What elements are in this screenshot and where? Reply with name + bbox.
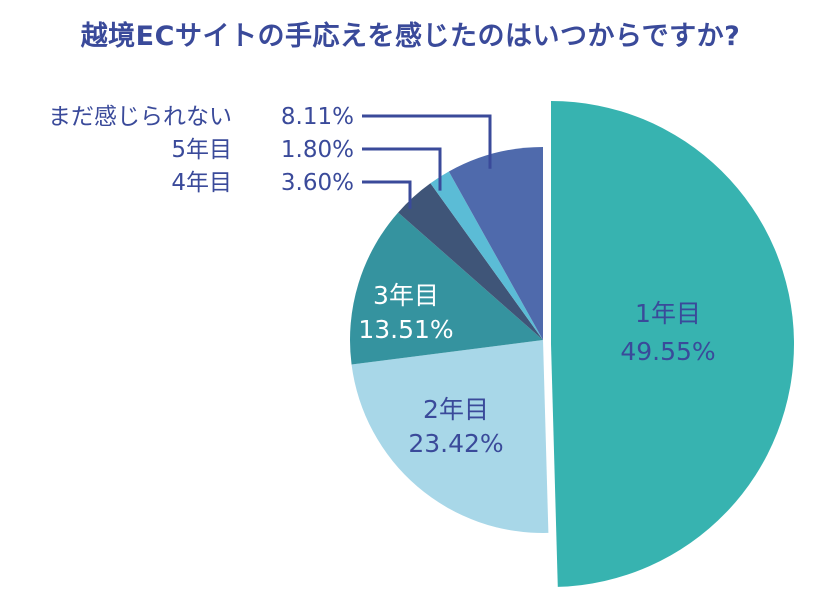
pie-slice-4 bbox=[430, 171, 543, 340]
slice-category-label-2: 3年目 bbox=[373, 281, 439, 310]
slice-value-label-1: 23.42% bbox=[408, 429, 503, 458]
leader-line-5 bbox=[362, 114, 492, 169]
callout-value-label-4: 1.80% bbox=[281, 137, 354, 163]
leader-line-3 bbox=[362, 180, 412, 209]
slice-category-label-1: 2年目 bbox=[423, 395, 489, 424]
callout-value-label-5: 8.11% bbox=[281, 104, 354, 130]
pie-slice-1 bbox=[351, 340, 549, 533]
pie-slice-0 bbox=[551, 101, 795, 587]
chart-title: 越境ECサイトの手応えを感じたのはいつからですか? bbox=[80, 21, 741, 52]
callout-value-label-3: 3.60% bbox=[281, 170, 354, 196]
callout-category-label-5: まだ感じられない bbox=[48, 104, 232, 130]
pie-slice-2 bbox=[349, 212, 543, 365]
slice-value-label-0: 49.55% bbox=[620, 337, 715, 366]
pie-slice-5 bbox=[448, 147, 543, 340]
callout-category-label-3: 4年目 bbox=[171, 170, 232, 196]
callout-category-label-4: 5年目 bbox=[171, 137, 232, 163]
leader-line-4 bbox=[362, 147, 442, 191]
slice-category-label-0: 1年目 bbox=[635, 299, 701, 328]
pie-slice-3 bbox=[398, 183, 543, 340]
slice-value-label-2: 13.51% bbox=[358, 315, 453, 344]
